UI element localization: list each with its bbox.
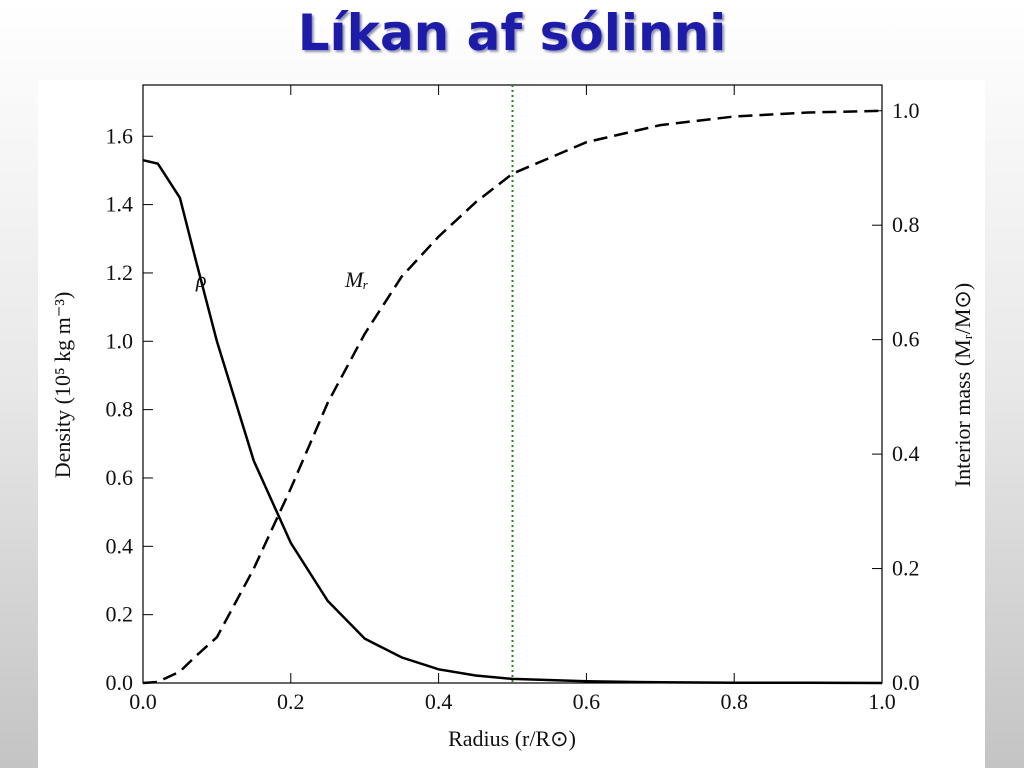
y-tick-label: 1.4 xyxy=(106,192,134,217)
y-tick-label: 1.0 xyxy=(106,328,134,353)
x-tick-label: 0.4 xyxy=(425,689,453,714)
series-label: ρ xyxy=(195,267,207,292)
y2-tick-label: 0.0 xyxy=(892,670,920,695)
x-tick-label: 1.0 xyxy=(868,689,896,714)
series-label: Mᵣ xyxy=(344,267,369,292)
y-tick-label: 0.0 xyxy=(106,670,134,695)
y2-tick-label: 0.6 xyxy=(892,327,920,352)
y-tick-label: 1.2 xyxy=(106,260,134,285)
y2-tick-label: 1.0 xyxy=(892,98,920,123)
x-tick-label: 0.6 xyxy=(573,689,601,714)
y-axis-label: Density (10⁵ kg m⁻³) xyxy=(50,292,75,479)
slide-title: Líkan af sólinni xyxy=(297,4,727,62)
x-tick-label: 0.0 xyxy=(129,689,157,714)
y-tick-label: 1.6 xyxy=(106,123,134,148)
data-line xyxy=(142,158,883,685)
x-tick-label: 0.8 xyxy=(720,689,748,714)
y-tick-label: 0.2 xyxy=(106,602,134,627)
x-tick-label: 0.2 xyxy=(277,689,305,714)
y2-tick-label: 0.4 xyxy=(892,441,920,466)
y-tick-label: 0.6 xyxy=(106,465,134,490)
x-axis-label: Radius (r/R⊙) xyxy=(448,726,576,751)
y-tick-label: 0.4 xyxy=(106,533,134,558)
y2-axis-label: Interior mass (Mᵣ/M⊙) xyxy=(950,283,975,487)
y-tick-label: 0.8 xyxy=(106,397,134,422)
chart-panel xyxy=(38,80,985,768)
y2-tick-label: 0.8 xyxy=(892,212,920,237)
y2-tick-label: 0.2 xyxy=(892,556,920,581)
